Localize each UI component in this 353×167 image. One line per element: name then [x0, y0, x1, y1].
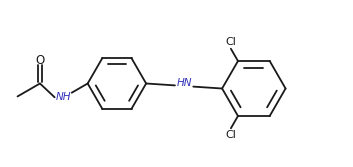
Text: Cl: Cl	[226, 130, 236, 140]
Text: O: O	[35, 54, 44, 67]
Text: NH: NH	[56, 92, 72, 102]
Text: HN: HN	[176, 78, 192, 88]
Text: Cl: Cl	[226, 37, 236, 47]
